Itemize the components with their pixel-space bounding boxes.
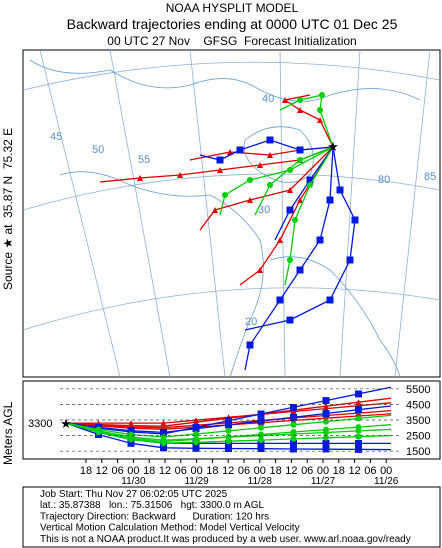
hour-label: 12 [159,465,171,477]
title: NOAA HYSPLIT MODEL [166,1,299,15]
hour-label: 12 [285,465,297,477]
hour-label: 00 [254,465,266,477]
hour-label: 12 [96,465,108,477]
height-tick-label: 4500 [406,399,430,411]
trajectories: ★ [99,92,359,371]
source-height-label: 3300 [28,418,52,430]
date-label: 11/26 [374,476,399,487]
lon-label: 80 [378,174,390,186]
hour-label: 06 [301,465,313,477]
map-frame [22,49,441,378]
date-label: 11/29 [184,476,209,487]
lon-label: 45 [50,131,62,143]
hour-label: 00 [317,465,329,477]
subtitle: Backward trajectories ending at 0000 UTC… [67,16,398,32]
height-tick-label: 5500 [406,384,430,396]
hour-label: 06 [364,465,376,477]
date-label: 11/30 [121,476,146,487]
map-grid [22,49,441,378]
hour-label: 18 [269,465,281,477]
hour-label: 06 [175,465,187,477]
date-label: 11/27 [311,476,336,487]
hour-label: 18 [80,465,92,477]
lon-label: 50 [92,144,104,156]
height-tick-label: 1500 [406,446,430,458]
hour-label: 00 [127,465,139,477]
hour-label: 12 [348,465,360,477]
source-star: ★ [327,139,339,154]
vertical-trajectories [65,386,392,453]
lon-label: 85 [424,171,436,183]
hour-label: 06 [238,465,250,477]
hour-label: 18 [333,465,345,477]
date-label: 11/28 [248,476,273,487]
vertical-trajectory [65,422,392,445]
source-label: Source ★ at 35.87 N 75.32 E [1,128,15,290]
lat-label: 30 [258,204,270,216]
lat-label: 20 [245,316,257,328]
vertical-ylabel: Meters AGL [1,401,15,465]
hour-label: 00 [190,465,202,477]
hour-label: 18 [143,465,155,477]
hour-label: 12 [222,465,234,477]
height-tick-label: 2500 [406,431,430,443]
source-height-star: ★ [60,416,72,431]
hour-label: 00 [380,465,392,477]
run-info: 00 UTC 27 Nov GFSG Forecast Initializati… [107,34,356,48]
footer-line: Trajectory Direction: Backward Duration:… [40,511,269,522]
footer-line: Job Start: Thu Nov 27 06:02:05 UTC 2025 [40,489,228,500]
hour-label: 06 [111,465,123,477]
height-tick-label: 3500 [406,415,430,427]
footer-line: This is not a NOAA product.It was produc… [40,534,411,545]
footer-frame [22,486,441,548]
footer-line: lat.: 35.87388 lon.: 75.31506 hgt: 3300.… [40,500,264,511]
lat-label: 40 [262,93,274,105]
lon-label: 55 [138,154,150,166]
hour-label: 18 [206,465,218,477]
footer-line: Vertical Motion Calculation Method: Mode… [40,523,300,534]
